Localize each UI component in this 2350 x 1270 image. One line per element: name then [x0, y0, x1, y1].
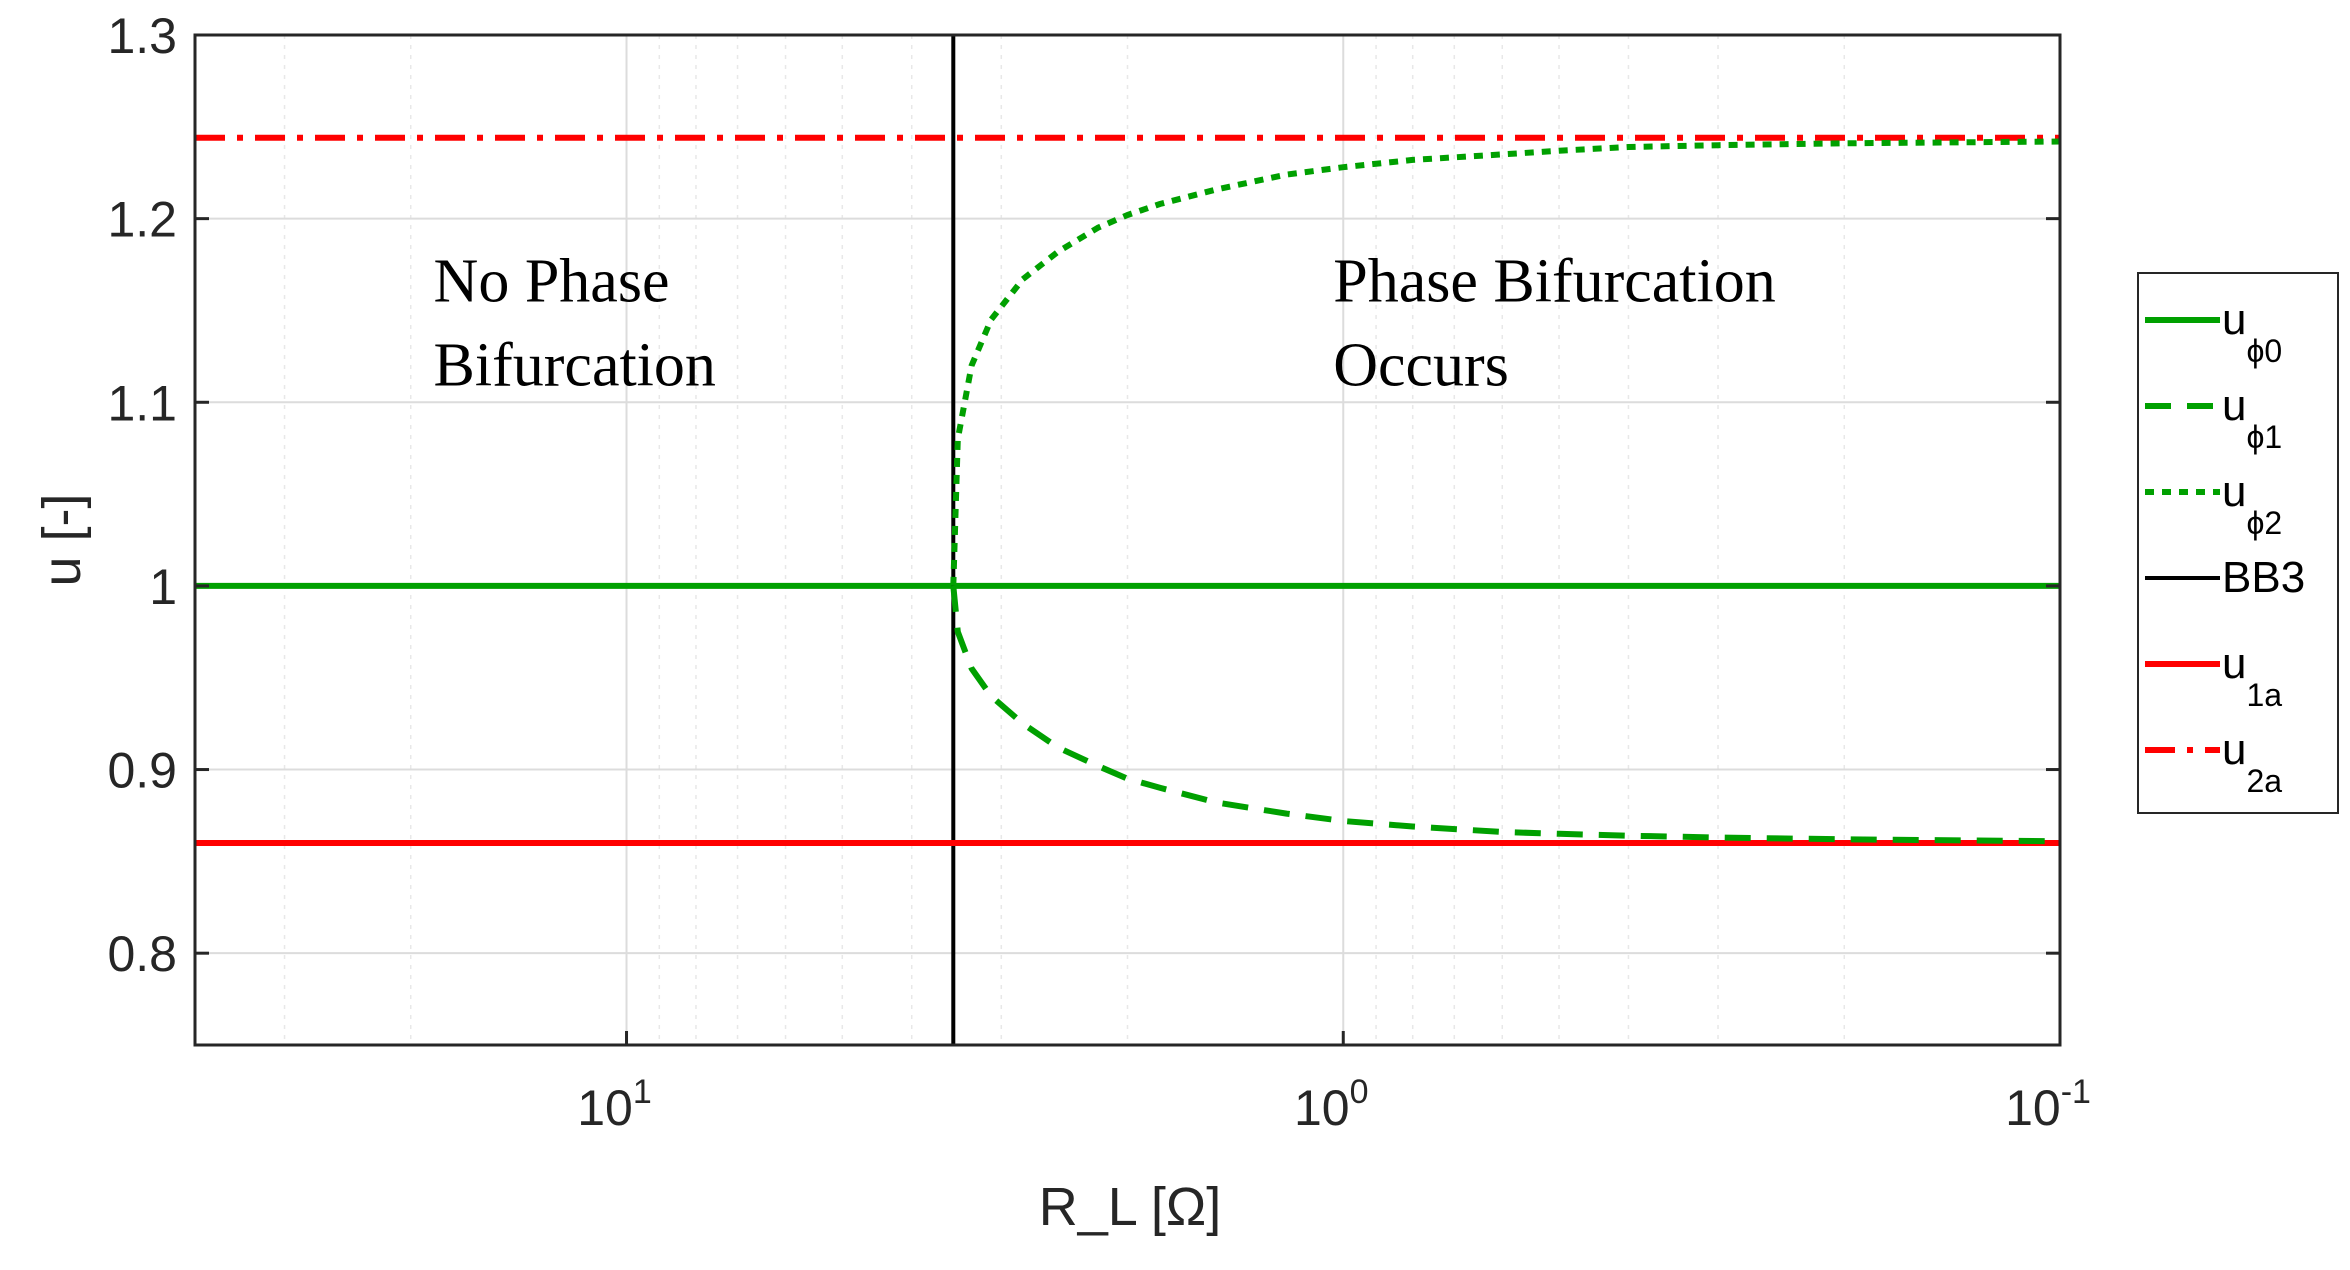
legend-label-uϕ0: uϕ0	[2222, 295, 2282, 369]
legend-label-u2a: u2a	[2222, 725, 2282, 799]
y-tick-label: 1.1	[107, 375, 177, 431]
annotation-no-bifurcation: No Phase Bifurcation	[434, 248, 716, 400]
series-uϕ1	[950, 585, 2061, 845]
legend-box	[2137, 272, 2339, 814]
x-tick-label: 100	[1294, 1073, 1369, 1136]
legend-label-uϕ1: uϕ1	[2222, 381, 2282, 455]
y-axis-label: u [-]	[32, 493, 92, 586]
plot-frame	[193, 33, 2062, 1047]
x-axis-ticks: 101 100 10-1	[577, 1031, 2091, 1136]
x-tick-label: 101	[577, 1073, 652, 1136]
legend-label-uϕ2: uϕ2	[2222, 467, 2282, 541]
y-tick-label: 0.8	[107, 926, 177, 982]
x-tick-label: 10-1	[2005, 1073, 2091, 1136]
plot-series	[195, 35, 2061, 1045]
y-tick-label: 0.9	[107, 743, 177, 799]
y-axis-ticks: 0.8 0.9 1 1.1 1.2 1.3	[107, 8, 2060, 982]
legend-label-BB3: BB3	[2222, 553, 2305, 602]
y-tick-label: 1.3	[107, 8, 177, 64]
legend-label-u1a: u1a	[2222, 639, 2282, 713]
legend: uϕ0 uϕ1 uϕ2 BB3 u1a u2a	[2137, 272, 2339, 814]
x-axis-label: R_L [Ω]	[1039, 1177, 1221, 1237]
annotations: No Phase Bifurcation Phase Bifurcation Occu…	[434, 248, 1776, 400]
y-tick-label: 1.2	[107, 192, 177, 248]
y-tick-label: 1	[149, 559, 177, 615]
series-uϕ2	[950, 138, 2061, 586]
grid	[194, 34, 2061, 1045]
annotation-bifurcation: Phase Bifurcation Occurs	[1333, 248, 1776, 400]
